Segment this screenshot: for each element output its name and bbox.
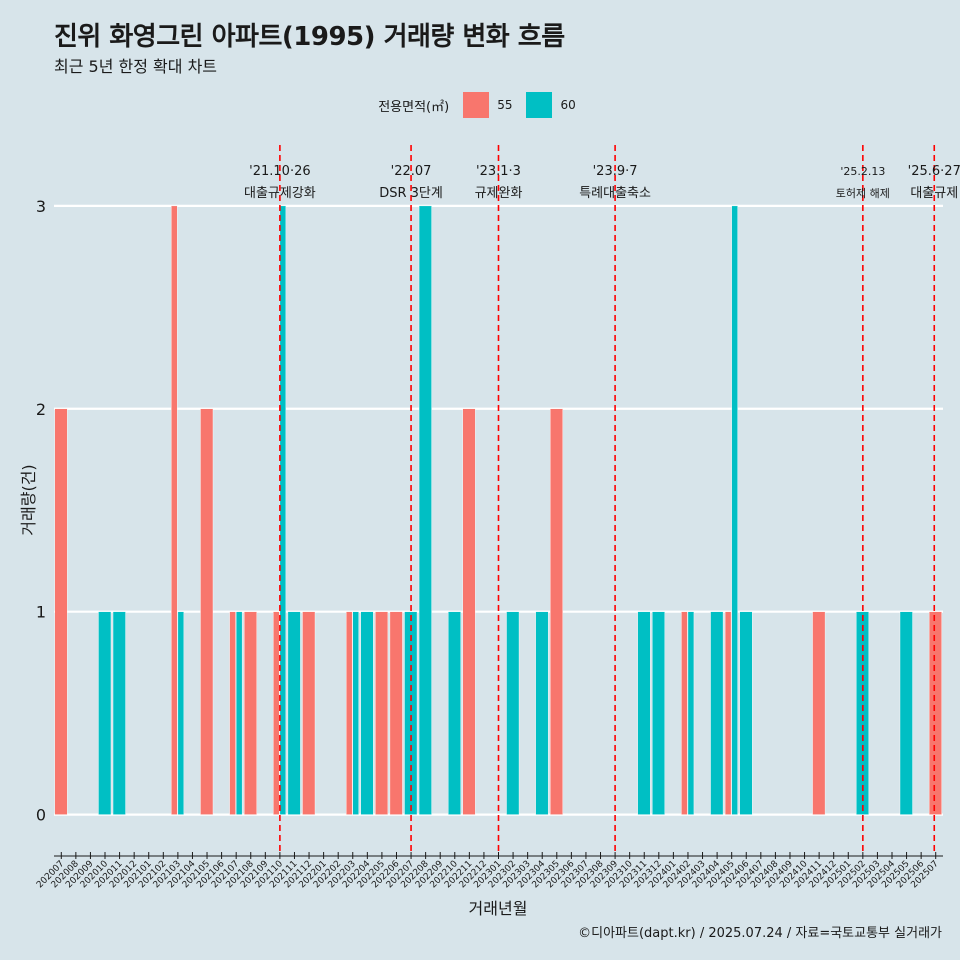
chart-subtitle: 최근 5년 한정 확대 차트 (54, 57, 218, 76)
event-label-1: DSR 3단계 (379, 186, 443, 201)
bar-202210-60 (448, 611, 461, 815)
bar-202111-60 (287, 611, 301, 815)
chart-title: 진위 화영그린 아파트(1995) 거래량 변화 흐름 (54, 22, 565, 52)
bar-202312-60 (652, 611, 665, 815)
bar-202505-60 (899, 611, 913, 815)
bar-202208-60 (418, 205, 432, 815)
bar-202411-55 (812, 611, 826, 815)
bar-202203-60 (352, 611, 359, 815)
bar-202110-60 (279, 205, 287, 815)
bar-202207-60 (404, 611, 418, 815)
bar-202105-55 (200, 408, 214, 815)
event-label-2: 규제완화 (475, 186, 523, 201)
y-tick-label-1: 1 (36, 603, 46, 622)
event-date-0: '21.10·26 (249, 164, 310, 179)
y-tick-label-0: 0 (36, 806, 46, 825)
bar-202405-60 (731, 205, 738, 815)
bar-202204-60 (360, 611, 374, 815)
bar-202305-55 (550, 408, 563, 815)
legend-label-55: 55 (497, 98, 513, 112)
event-date-1: '22.07 (391, 164, 432, 179)
bar-202107-55 (229, 611, 236, 815)
bar-202502-60 (856, 611, 870, 815)
source-caption: ©디아파트(dapt.kr) / 2025.07.24 / 자료=국토교통부 실… (578, 926, 942, 941)
x-axis-label: 거래년월 (469, 899, 528, 918)
legend-title: 전용면적(㎡) (378, 99, 450, 115)
event-label-0: 대출규제강화 (244, 186, 316, 201)
bar-202103-60 (177, 611, 185, 815)
bar-202405-55 (724, 611, 732, 815)
bar-202507-55 (928, 611, 942, 815)
bar-202206-55 (389, 611, 403, 815)
y-tick-label-3: 3 (36, 197, 46, 216)
bar-202107-60 (235, 611, 243, 815)
bar-202010-60 (98, 611, 112, 815)
bar-202011-60 (112, 611, 126, 815)
event-lines: '21.10·26 대출규제강화 '22.07 DSR 3단계 '23.1·3 규제완화 '… (244, 145, 960, 855)
legend-item-55: 55 (463, 92, 512, 118)
bar-202302-60 (506, 611, 520, 815)
y-tick-label-2: 2 (36, 400, 46, 419)
bar-202205-55 (375, 611, 389, 815)
legend-label-60: 60 (560, 98, 576, 112)
bar-202402-55 (681, 611, 688, 815)
bar-202211-55 (462, 408, 476, 815)
bar-202007-55 (54, 408, 68, 815)
bar-202203-55 (346, 611, 353, 815)
bar-202110-55 (273, 611, 280, 815)
legend-swatch-60 (526, 92, 553, 118)
bar-202103-55 (171, 205, 178, 815)
event-date-4: '25.2.13 (840, 165, 885, 178)
event-date-3: '23.9·7 (593, 164, 638, 179)
y-axis: 0 1 2 3 (36, 197, 46, 825)
bar-202304-60 (535, 611, 549, 815)
legend-swatch-55 (463, 92, 490, 118)
legend-item-60: 60 (526, 92, 576, 118)
event-label-3: 특례대출축소 (579, 186, 651, 201)
x-axis: 2020072020082020092020102020112020122021… (35, 852, 943, 890)
bar-202406-60 (739, 611, 753, 815)
bar-202112-55 (302, 611, 316, 815)
bars (54, 205, 942, 815)
event-label-4: 토허제 해제 (836, 186, 890, 200)
event-label-5: 대출규제 (910, 186, 958, 201)
bar-202404-60 (710, 611, 724, 815)
event-date-5: '25.6·27 (908, 164, 960, 179)
y-axis-label: 거래량(건) (19, 464, 38, 535)
bar-202108-55 (243, 611, 257, 815)
event-date-2: '23.1·3 (476, 164, 521, 179)
legend: 전용면적(㎡) 55 60 (0, 92, 960, 118)
bar-202402-60 (687, 611, 695, 815)
bar-202311-60 (637, 611, 651, 815)
